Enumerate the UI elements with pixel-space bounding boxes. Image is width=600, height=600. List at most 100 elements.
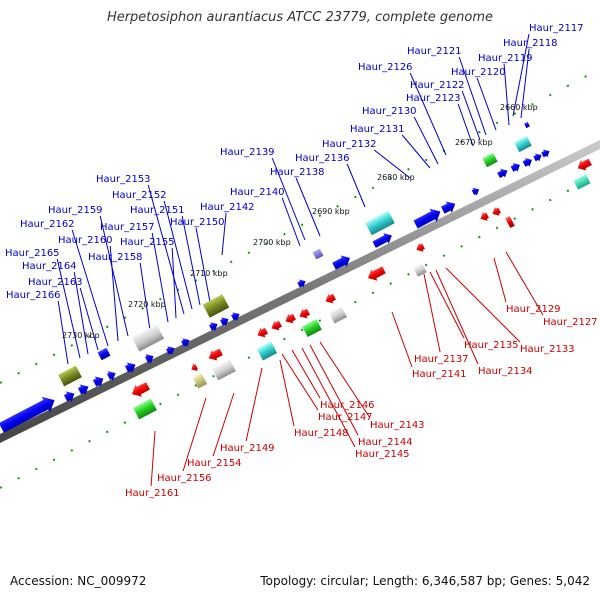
gene-block [573,174,591,190]
gene-arrow-shape [144,354,154,364]
forward-gene-label: Haur_2120 [451,67,506,78]
gene-block [312,248,324,260]
forward-gene-label: Haur_2117 [529,23,584,34]
gene-arrow-shape [297,279,306,288]
forward-gene-label: Haur_2123 [406,93,461,104]
gene-arrow-shape [440,201,456,214]
gene-arrow [480,211,489,221]
forward-gene-leader-line [163,200,193,310]
gene-arrow [471,187,480,196]
forward-gene-leader-line [409,72,447,156]
gene-arrow [191,363,198,372]
forward-gene-leader-line [520,48,530,119]
gene-block [365,210,395,236]
forward-gene-label: Haur_2165 [5,248,60,259]
reverse-gene-label: Haur_2127 [543,317,598,328]
gene-block-shape [329,306,347,324]
feature-layer: 2660 kbp 2670 kbp 2680 kbp 2690 kbp 2700 kbp… [0,23,598,499]
gene-arrow [132,382,150,397]
reverse-gene-label: Haur_2148 [294,428,349,439]
gene-arrow [299,308,310,319]
gene-arrow-shape [0,396,55,433]
gene-block [413,263,427,277]
forward-gene-leader-line [181,215,201,306]
gene-arrow-shape [325,293,336,304]
forward-gene-leader-line [221,212,227,256]
forward-gene-label: Haur_2155 [120,237,175,248]
forward-gene-label: Haur_2164 [22,261,77,272]
gene-arrow-shape [497,168,508,178]
reverse-gene-leader-line [319,341,371,419]
gene-arrow-shape [106,371,116,381]
reverse-gene-leader-line [505,251,544,316]
gene-arrow-shape [271,320,282,331]
reverse-gene-label: Haur_2161 [125,488,180,499]
gene-arrow [416,242,425,252]
gene-block-shape [302,318,322,338]
gene-arrow-shape [92,376,104,388]
reverse-gene-leader-line [245,367,263,442]
forward-gene-leader-line [271,157,306,241]
reverse-gene-label: Haur_2141 [412,369,467,380]
gene-arrow-shape [124,362,136,374]
gene-block [202,294,230,318]
reverse-gene-leader-line [445,267,521,343]
forward-gene-label: Haur_2136 [295,153,350,164]
gene-arrow [63,391,75,403]
gene-arrow [0,396,55,433]
forward-gene-label: Haur_2158 [88,252,143,263]
gene-arrow-shape [577,158,592,171]
forward-gene-label: Haur_2152 [112,190,167,201]
reverse-gene-leader-line [391,311,413,368]
forward-gene-leader-line [458,56,487,136]
gene-arrow-shape [471,187,480,196]
forward-gene-label: Haur_2121 [407,46,462,57]
forward-gene-leader-line [57,300,69,365]
forward-gene-leader-line [457,103,474,147]
gene-arrow [166,346,175,356]
forward-gene-label: Haur_2163 [28,277,83,288]
gene-arrow [492,206,501,216]
reverse-gene-label: Haur_2129 [506,304,561,315]
tick-label: 2680 kbp [377,173,415,182]
forward-gene-leader-line [147,184,185,315]
gene-arrow-shape [368,266,386,281]
gene-arrow-shape [416,242,425,252]
forward-gene-label: Haur_2159 [48,205,103,216]
reverse-gene-leader-line [435,269,479,365]
gene-arrow [209,322,218,332]
reverse-gene-label: Haur_2137 [414,354,469,365]
reverse-gene-leader-line [281,353,319,411]
gene-block [514,135,532,153]
gene-arrow-shape [132,382,150,397]
gene-arrow [332,255,350,270]
gene-block [505,215,515,229]
reverse-gene-label: Haur_2144 [358,437,413,448]
gene-arrow [106,371,116,381]
forward-gene-leader-line [281,197,301,247]
accession-label: Accession: NC_009972 [10,574,147,588]
gene-block [302,318,322,338]
forward-gene-leader-line [171,247,177,319]
forward-gene-leader-line [99,215,129,337]
forward-gene-leader-line [139,262,151,331]
tick-label: 2700 kbp [253,238,291,247]
gene-arrow [271,320,282,331]
forward-gene-label: Haur_2130 [362,106,417,117]
gene-arrow [231,312,240,322]
gene-arrow-shape [181,338,190,348]
tick-label: 2710 kbp [190,269,228,278]
reverse-gene-label: Haur_2146 [320,400,375,411]
reverse-gene-leader-line [150,430,156,487]
gene-arrow-shape [510,163,520,172]
gene-block-shape [58,365,82,387]
reverse-gene-leader-line [423,273,441,353]
forward-gene-leader-line [151,232,169,323]
genome-backbone [0,140,600,443]
gene-block-shape [212,359,236,381]
gene-block-shape [514,135,532,153]
gene-block [133,398,157,420]
gene-block-shape [413,263,427,277]
gene-arrow-shape [332,255,350,270]
reverse-gene-label: Haur_2133 [520,344,575,355]
